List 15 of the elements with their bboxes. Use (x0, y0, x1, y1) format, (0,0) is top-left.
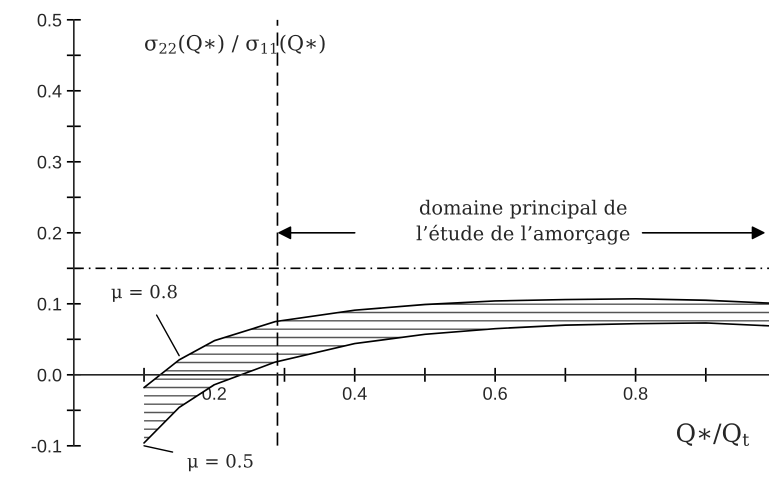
y-tick-label: 0.3 (38, 156, 62, 169)
x-tick-label: 0.4 (342, 387, 367, 400)
y-tick-label: 0.0 (38, 368, 62, 382)
annotation: domaine principal de l’étude de l’amorçage (416, 200, 630, 245)
x-axis-title: Q∗/Q$_{t}$ (676, 423, 750, 446)
y-axis-title: σ$_{22}$(Q∗) / σ$_{11}$(Q∗) (145, 34, 325, 54)
x-tick-label: 0.6 (483, 387, 507, 400)
y-tick-label: -0.1 (32, 440, 62, 453)
y-tick-label: 0.2 (38, 226, 62, 240)
y-tick-label: 0.4 (38, 84, 62, 98)
y-tick-label: 0.5 (38, 14, 62, 27)
y-tick-label: 0.1 (38, 298, 62, 311)
text: μ = 0.8 (112, 284, 177, 302)
x-tick-label: 0.8 (624, 387, 648, 400)
text: μ = 0.5 (188, 454, 253, 472)
